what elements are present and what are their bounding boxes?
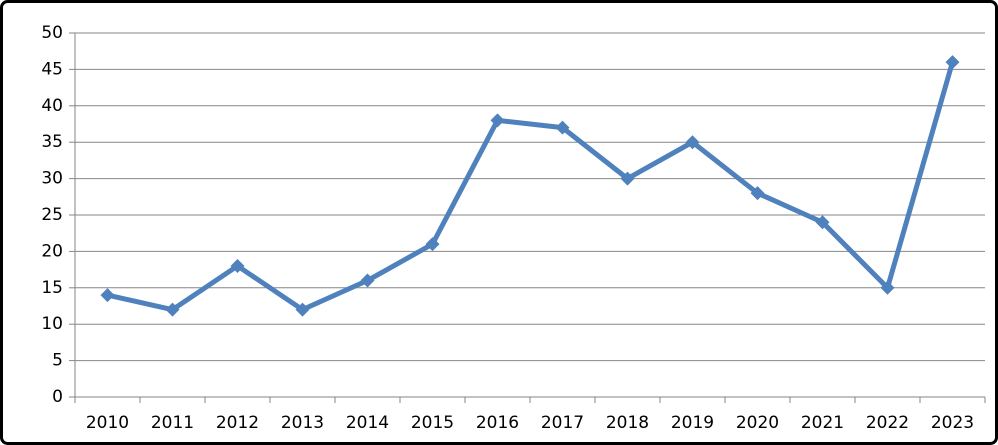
y-tick-label: 20 bbox=[41, 241, 63, 261]
data-marker bbox=[295, 302, 310, 317]
data-marker bbox=[490, 113, 505, 128]
data-marker bbox=[945, 55, 960, 70]
x-tick-label: 2016 bbox=[476, 413, 519, 433]
y-tick-label: 30 bbox=[41, 169, 63, 189]
x-tick-label: 2014 bbox=[346, 413, 389, 433]
data-marker bbox=[165, 302, 180, 317]
data-marker bbox=[555, 120, 570, 135]
x-tick-label: 2018 bbox=[606, 413, 649, 433]
y-tick-label: 35 bbox=[41, 132, 63, 152]
data-marker bbox=[620, 171, 635, 186]
x-tick-label: 2020 bbox=[736, 413, 779, 433]
y-tick-label: 10 bbox=[41, 314, 63, 334]
y-tick-label: 5 bbox=[52, 351, 63, 371]
data-marker bbox=[100, 288, 115, 303]
x-tick-label: 2017 bbox=[541, 413, 584, 433]
x-tick-label: 2012 bbox=[216, 413, 259, 433]
x-tick-label: 2022 bbox=[866, 413, 909, 433]
y-tick-label: 0 bbox=[52, 387, 63, 407]
y-tick-label: 50 bbox=[41, 23, 63, 43]
x-tick-label: 2015 bbox=[411, 413, 454, 433]
x-tick-label: 2023 bbox=[931, 413, 974, 433]
data-line bbox=[106, 61, 955, 313]
data-marker bbox=[360, 273, 375, 288]
y-tick-label: 25 bbox=[41, 205, 63, 225]
data-marker bbox=[685, 135, 700, 150]
data-marker bbox=[230, 258, 245, 273]
x-tick-label: 2021 bbox=[801, 413, 844, 433]
x-tick-label: 2010 bbox=[86, 413, 129, 433]
x-tick-label: 2019 bbox=[671, 413, 714, 433]
y-tick-label: 40 bbox=[41, 96, 63, 116]
data-marker bbox=[880, 280, 895, 295]
y-tick-label: 45 bbox=[41, 59, 63, 79]
data-marker bbox=[750, 186, 765, 201]
data-marker bbox=[815, 215, 830, 230]
data-marker bbox=[425, 237, 440, 252]
x-tick-label: 2011 bbox=[151, 413, 194, 433]
x-tick-label: 2013 bbox=[281, 413, 324, 433]
y-tick-label: 15 bbox=[41, 278, 63, 298]
